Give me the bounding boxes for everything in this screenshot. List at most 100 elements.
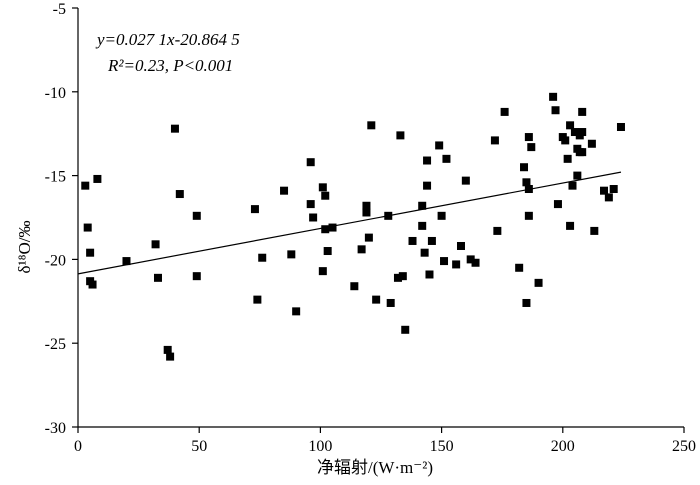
data-point — [418, 221, 427, 230]
data-point — [587, 139, 596, 148]
data-point — [153, 273, 162, 282]
data-point — [258, 253, 267, 262]
data-point — [384, 211, 393, 220]
data-point — [566, 221, 575, 230]
data-point — [175, 190, 184, 199]
data-point — [420, 248, 429, 257]
data-point — [328, 223, 337, 232]
data-point — [418, 201, 427, 210]
data-point — [440, 257, 449, 266]
x-ticks: 0 50 100 150 200 250 — [74, 427, 696, 455]
x-tick-label: 100 — [308, 438, 332, 455]
data-point — [590, 226, 599, 235]
data-point — [609, 185, 618, 194]
data-point — [461, 176, 470, 185]
regression-equation: y=0.027 1x-20.864 5 — [95, 30, 240, 49]
data-point — [423, 156, 432, 165]
data-point — [364, 233, 373, 242]
regression-stats: R²=0.23, P<0.001 — [107, 56, 233, 75]
x-tick-label: 0 — [74, 438, 82, 455]
data-point — [566, 121, 575, 130]
x-tick-label: 250 — [672, 438, 696, 455]
data-point — [83, 223, 92, 232]
data-point — [151, 240, 160, 249]
data-point — [515, 263, 524, 272]
data-point — [393, 273, 402, 282]
data-point — [604, 193, 613, 202]
data-point — [93, 174, 102, 183]
data-point — [306, 200, 315, 209]
data-point — [81, 181, 90, 190]
data-point — [471, 258, 480, 267]
data-point — [534, 278, 543, 287]
data-point — [318, 183, 327, 192]
data-point — [367, 121, 376, 130]
data-point — [287, 250, 296, 259]
data-point — [362, 208, 371, 217]
data-point — [350, 282, 359, 291]
data-point — [563, 154, 572, 163]
data-point — [427, 236, 436, 245]
data-point — [396, 131, 405, 140]
data-point — [600, 186, 609, 195]
data-point — [398, 272, 407, 281]
data-point — [192, 272, 201, 281]
data-point — [166, 352, 175, 361]
data-point — [321, 191, 330, 200]
data-point — [362, 201, 371, 210]
data-points — [81, 92, 625, 361]
y-ticks: -30 -25 -20 -15 -10 -5 — [45, 1, 78, 437]
data-point — [318, 267, 327, 276]
data-point — [456, 241, 465, 250]
x-tick-label: 200 — [551, 438, 575, 455]
data-point — [549, 92, 558, 101]
data-point — [86, 248, 95, 257]
data-point — [524, 185, 533, 194]
data-point — [568, 181, 577, 190]
data-point — [466, 255, 475, 264]
data-point — [437, 211, 446, 220]
data-point — [452, 260, 461, 269]
data-point — [551, 106, 560, 115]
data-point — [578, 148, 587, 157]
data-point — [500, 107, 509, 116]
data-point — [490, 136, 499, 145]
y-tick-label: -30 — [45, 420, 66, 437]
axes — [77, 8, 684, 428]
y-tick-label: -10 — [45, 85, 66, 102]
data-point — [306, 158, 315, 167]
data-point — [357, 245, 366, 254]
y-tick-label: -20 — [45, 252, 66, 269]
data-point — [553, 200, 562, 209]
data-point — [309, 213, 318, 222]
x-axis-label: 净辐射/(W·m⁻²) — [317, 458, 433, 477]
data-point — [527, 143, 536, 152]
data-point — [578, 107, 587, 116]
data-point — [401, 325, 410, 334]
x-tick-label: 150 — [430, 438, 454, 455]
data-point — [578, 128, 587, 137]
data-point — [423, 181, 432, 190]
data-point — [321, 225, 330, 234]
data-point — [408, 236, 417, 245]
y-tick-label: -5 — [53, 1, 66, 18]
data-point — [435, 141, 444, 150]
data-point — [520, 163, 529, 172]
data-point — [524, 133, 533, 142]
y-tick-label: -15 — [45, 169, 66, 186]
x-tick-label: 50 — [191, 438, 207, 455]
data-point — [292, 307, 301, 316]
data-point — [122, 257, 131, 266]
data-point — [522, 178, 531, 187]
data-point — [425, 270, 434, 279]
data-point — [522, 298, 531, 307]
data-point — [442, 154, 451, 163]
data-point — [372, 295, 381, 304]
data-point — [493, 226, 502, 235]
data-point — [386, 298, 395, 307]
data-point — [570, 128, 579, 137]
y-axis-label: δ¹⁸O/‰ — [15, 220, 34, 273]
data-point — [561, 136, 570, 145]
data-point — [170, 124, 179, 133]
